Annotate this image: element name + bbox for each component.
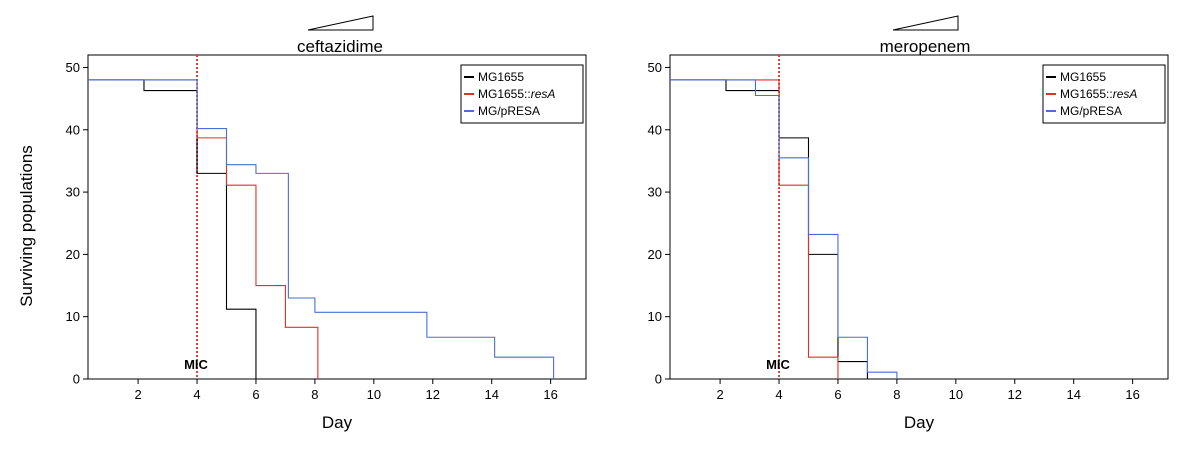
y-tick-label: 0 — [655, 372, 662, 387]
x-tick-label: 12 — [426, 387, 440, 402]
x-tick-label: 8 — [893, 387, 900, 402]
legend-label-name: MG1655 — [1060, 70, 1106, 84]
legend-label-name: MG1655 — [478, 70, 524, 84]
chart-title: ceftazidime — [297, 37, 383, 56]
x-tick-label: 8 — [311, 387, 318, 402]
legend-label-name: MG1655:: — [478, 87, 531, 101]
series-line-1 — [88, 79, 257, 379]
x-tick-label: 6 — [252, 387, 259, 402]
chart-panel-2: meropenem 0 10 20 30 40 50 2 4 6 8 10 12 14 16 Day MIC MG… — [648, 15, 1169, 432]
y-tick-label: 10 — [66, 309, 80, 324]
y-tick-label: 10 — [648, 309, 662, 324]
legend-label-name: MG1655:: — [1060, 87, 1113, 101]
legend-label: MG/pRESA — [1060, 104, 1122, 118]
x-tick-label: 2 — [134, 387, 141, 402]
chart-title: meropenem — [880, 37, 971, 56]
mic-label: MIC — [184, 357, 208, 372]
y-tick-label: 50 — [648, 60, 662, 75]
y-tick-label: 50 — [66, 60, 80, 75]
legend-box — [1042, 64, 1166, 124]
y-tick-label: 40 — [648, 122, 662, 137]
x-tick-label: 10 — [949, 387, 963, 402]
series-line-1 — [670, 79, 868, 379]
series-line-3 — [670, 79, 898, 379]
x-axis-title: Day — [904, 413, 935, 432]
x-tick-label: 6 — [834, 387, 841, 402]
plot-frame — [669, 54, 1169, 380]
y-tick-label: 30 — [66, 185, 80, 200]
series-line-2 — [88, 79, 319, 379]
legend-label: MG1655::resA — [478, 87, 555, 101]
mic-label: MIC — [766, 357, 790, 372]
x-axis-title: Day — [322, 413, 353, 432]
legend-label: MG1655 — [1060, 70, 1106, 84]
legend-label-name: MG/pRESA — [478, 104, 540, 118]
concentration-wedge-icon — [307, 15, 374, 31]
y-tick-label: 20 — [648, 247, 662, 262]
legend-box — [460, 64, 584, 124]
series-line-3 — [88, 79, 555, 379]
legend-label-gene: resA — [1113, 87, 1138, 101]
x-tick-label: 16 — [1125, 387, 1139, 402]
y-tick-label: 30 — [648, 185, 662, 200]
legend-label: MG1655::resA — [1060, 87, 1137, 101]
x-tick-label: 16 — [543, 387, 557, 402]
chart-panel-1: ceftazidime 0 10 20 30 40 50 2 4 6 8 10 12 14 16 Day MIC… — [66, 15, 587, 432]
x-tick-label: 4 — [193, 387, 200, 402]
x-tick-label: 2 — [716, 387, 723, 402]
shared-y-axis-title: Surviving populations — [17, 145, 36, 307]
x-tick-label: 4 — [775, 387, 782, 402]
legend-label: MG/pRESA — [478, 104, 540, 118]
legend-label-gene: resA — [531, 87, 556, 101]
y-tick-label: 0 — [73, 372, 80, 387]
series-line-2 — [670, 79, 839, 379]
x-tick-label: 14 — [484, 387, 498, 402]
x-tick-label: 10 — [367, 387, 381, 402]
legend-label-name: MG/pRESA — [1060, 104, 1122, 118]
plot-frame — [87, 54, 587, 380]
x-tick-label: 12 — [1008, 387, 1022, 402]
y-tick-label: 40 — [66, 122, 80, 137]
y-tick-label: 20 — [66, 247, 80, 262]
x-tick-label: 14 — [1066, 387, 1080, 402]
legend-label: MG1655 — [478, 70, 524, 84]
concentration-wedge-icon — [892, 15, 959, 31]
